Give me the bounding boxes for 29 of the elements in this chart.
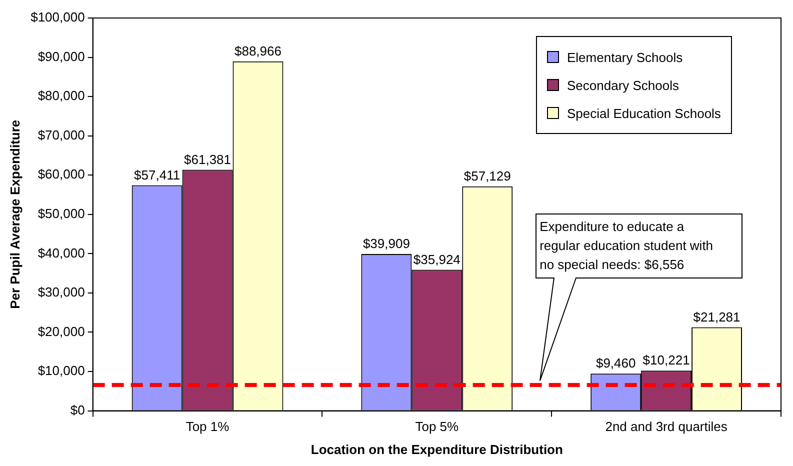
y-tick-label: $80,000	[38, 88, 85, 104]
data-label: $35,924	[413, 252, 460, 267]
data-label: $21,281	[693, 309, 740, 324]
data-label: $57,411	[134, 167, 180, 182]
annotation: Expenditure to educate a regular education student with no special needs: $6,556	[540, 218, 714, 274]
y-tick-label: $100,000	[30, 10, 85, 25]
data-label: $9,460	[596, 356, 636, 371]
y-tick-label: $50,000	[38, 206, 85, 221]
y-tick-label: $20,000	[38, 324, 85, 339]
y-tick-label: $30,000	[38, 284, 85, 300]
data-label: $61,381	[184, 152, 232, 167]
data-label: $39,909	[362, 236, 410, 252]
y-tick-label: $0	[70, 402, 85, 418]
x-axis-title: Location on the Expenditure Distribution	[310, 442, 563, 457]
data-label: $10,221	[642, 352, 690, 368]
legend-label: Special Education Schools	[567, 106, 721, 120]
x-tick-label: Top 5%	[415, 419, 460, 434]
data-label: $57,129	[464, 168, 511, 184]
data-label: $88,966	[234, 43, 282, 58]
y-axis-title: Per Pupil Average Expenditure	[7, 120, 22, 309]
y-tick-label: $10,000	[38, 363, 85, 378]
y-tick-label: $70,000	[38, 127, 85, 142]
legend-label: Secondary Schools	[567, 78, 680, 92]
x-tick-label: 2nd and 3rd quartiles	[605, 419, 728, 434]
legend-label: Elementary Schools	[567, 50, 683, 64]
y-tick-label: $90,000	[38, 48, 85, 64]
x-tick-label: Top 1%	[186, 419, 230, 434]
y-tick-label: $60,000	[38, 166, 85, 182]
y-tick-label: $40,000	[38, 245, 85, 260]
